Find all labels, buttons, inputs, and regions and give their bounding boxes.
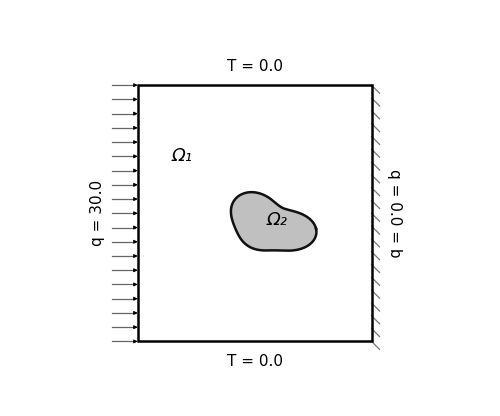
Text: T = 0.0: T = 0.0 xyxy=(226,354,282,369)
Polygon shape xyxy=(231,192,316,251)
Text: Ω₁: Ω₁ xyxy=(172,146,193,165)
Text: q = 0.0 = b: q = 0.0 = b xyxy=(388,169,402,258)
Text: T = 0.0: T = 0.0 xyxy=(226,59,282,74)
Text: q = 30.0: q = 30.0 xyxy=(90,180,105,246)
Text: Ω₂: Ω₂ xyxy=(266,210,287,229)
Bar xyxy=(138,85,372,342)
